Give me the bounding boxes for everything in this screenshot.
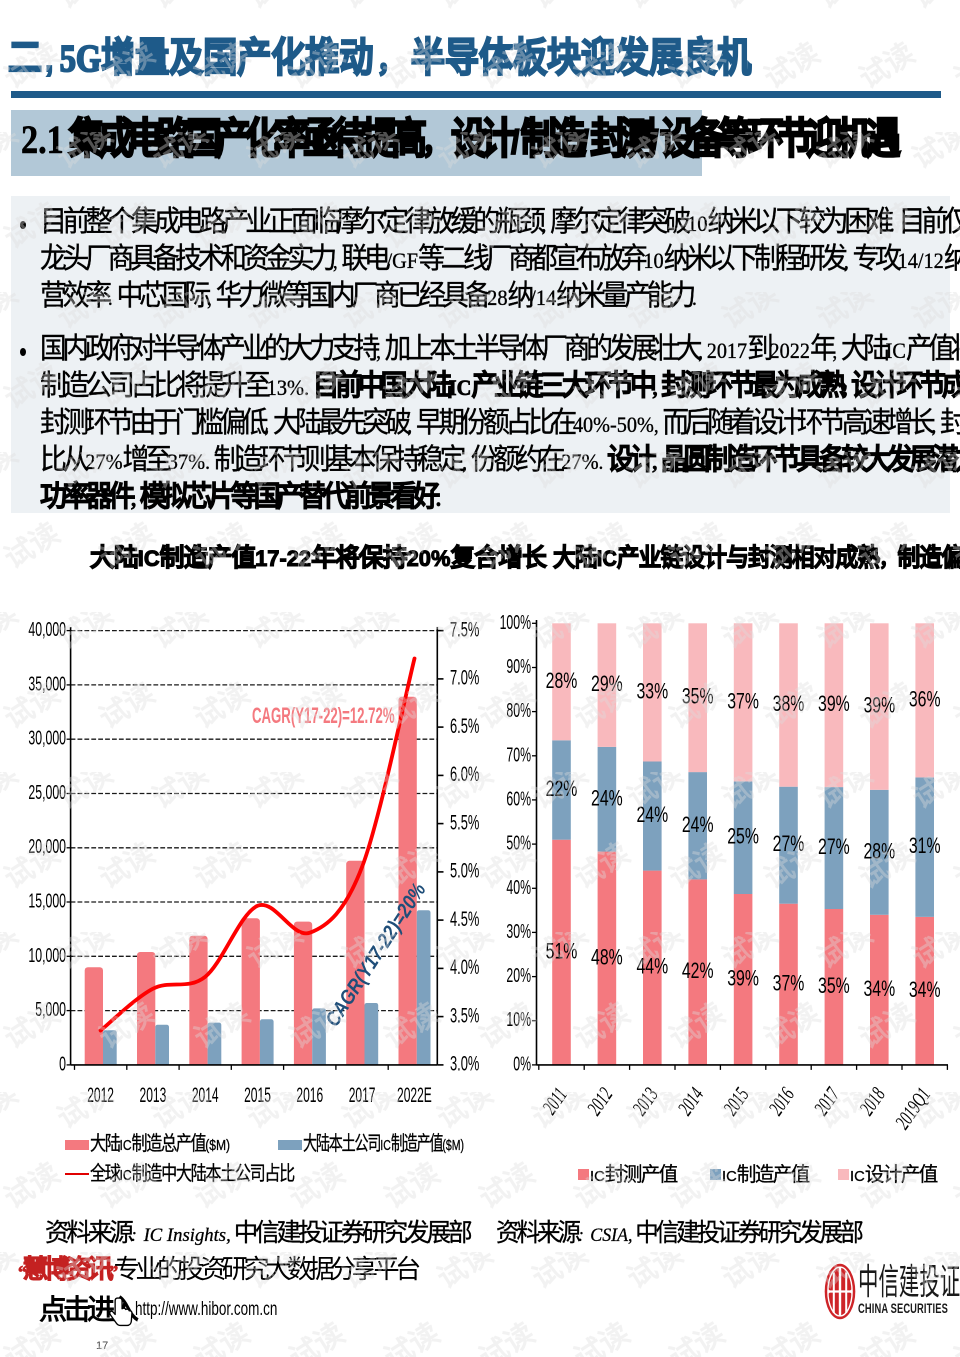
svg-text:33%: 33% bbox=[636, 680, 668, 704]
svg-text:2013: 2013 bbox=[627, 1083, 662, 1119]
svg-text:6.0%: 6.0% bbox=[450, 762, 480, 786]
svg-text:CAGR(Y17-22)=12.72%: CAGR(Y17-22)=12.72% bbox=[252, 704, 395, 728]
svg-text:2019Q1: 2019Q1 bbox=[890, 1083, 935, 1133]
svg-text:5,000: 5,000 bbox=[35, 998, 66, 1021]
svg-text:37%: 37% bbox=[773, 972, 805, 996]
svg-text:3.0%: 3.0% bbox=[450, 1051, 480, 1075]
svg-text:2011: 2011 bbox=[537, 1083, 572, 1118]
svg-text:7.0%: 7.0% bbox=[450, 665, 480, 689]
svg-text:90%: 90% bbox=[506, 655, 531, 678]
svg-text:48%: 48% bbox=[591, 946, 623, 970]
svg-text:4.0%: 4.0% bbox=[450, 955, 480, 979]
svg-text:50%: 50% bbox=[506, 831, 531, 854]
svg-text:10%: 10% bbox=[506, 1008, 531, 1031]
svg-text:3.5%: 3.5% bbox=[450, 1003, 480, 1027]
svg-text:24%: 24% bbox=[682, 813, 714, 837]
svg-text:39%: 39% bbox=[818, 693, 850, 717]
svg-text:60%: 60% bbox=[506, 787, 531, 810]
svg-text:36%: 36% bbox=[909, 688, 941, 712]
svg-text:28%: 28% bbox=[546, 669, 578, 693]
svg-text:25%: 25% bbox=[727, 825, 759, 849]
svg-text:80%: 80% bbox=[506, 699, 531, 722]
svg-text:4.5%: 4.5% bbox=[450, 906, 480, 930]
svg-text:28%: 28% bbox=[863, 840, 895, 864]
svg-text:34%: 34% bbox=[909, 979, 941, 1003]
svg-text:27%: 27% bbox=[773, 833, 805, 857]
svg-text:24%: 24% bbox=[636, 804, 668, 828]
svg-text:24%: 24% bbox=[591, 787, 623, 811]
svg-text:2012: 2012 bbox=[582, 1083, 617, 1119]
svg-text:35%: 35% bbox=[818, 975, 850, 999]
svg-text:2015: 2015 bbox=[718, 1083, 753, 1119]
svg-text:39%: 39% bbox=[727, 967, 759, 991]
svg-text:44%: 44% bbox=[636, 955, 668, 979]
svg-text:10,000: 10,000 bbox=[28, 944, 66, 967]
svg-text:39%: 39% bbox=[863, 694, 895, 718]
svg-text:29%: 29% bbox=[591, 673, 623, 697]
svg-text:35,000: 35,000 bbox=[28, 672, 66, 695]
svg-text:42%: 42% bbox=[682, 960, 714, 984]
svg-text:30,000: 30,000 bbox=[28, 727, 66, 750]
svg-text:2015: 2015 bbox=[244, 1082, 271, 1107]
svg-text:2016: 2016 bbox=[296, 1082, 323, 1107]
svg-text:38%: 38% bbox=[773, 693, 805, 717]
svg-text:51%: 51% bbox=[546, 940, 578, 964]
svg-text:37%: 37% bbox=[727, 690, 759, 714]
svg-text:7.5%: 7.5% bbox=[450, 617, 480, 641]
svg-text:2017: 2017 bbox=[349, 1082, 376, 1107]
svg-text:40,000: 40,000 bbox=[28, 618, 66, 641]
svg-text:34%: 34% bbox=[863, 977, 895, 1001]
svg-text:2016: 2016 bbox=[764, 1083, 799, 1119]
svg-text:2014: 2014 bbox=[673, 1083, 708, 1119]
svg-text:35%: 35% bbox=[682, 685, 714, 709]
svg-text:2022E: 2022E bbox=[397, 1082, 432, 1107]
svg-text:100%: 100% bbox=[500, 611, 531, 634]
svg-text:5.0%: 5.0% bbox=[450, 858, 480, 882]
svg-text:25,000: 25,000 bbox=[28, 781, 66, 804]
svg-text:2018: 2018 bbox=[854, 1083, 889, 1119]
svg-text:5.5%: 5.5% bbox=[450, 810, 480, 834]
svg-text:2012: 2012 bbox=[87, 1082, 114, 1107]
svg-text:2013: 2013 bbox=[140, 1082, 167, 1107]
svg-text:0%: 0% bbox=[513, 1052, 531, 1075]
svg-text:20%: 20% bbox=[506, 964, 531, 987]
svg-text:31%: 31% bbox=[909, 835, 941, 859]
svg-text:40%: 40% bbox=[506, 876, 531, 899]
svg-text:2014: 2014 bbox=[192, 1082, 219, 1107]
svg-text:30%: 30% bbox=[506, 920, 531, 943]
svg-text:6.5%: 6.5% bbox=[450, 713, 480, 737]
svg-text:20,000: 20,000 bbox=[28, 835, 66, 858]
svg-text:0: 0 bbox=[59, 1052, 66, 1075]
svg-text:2017: 2017 bbox=[809, 1082, 845, 1119]
svg-text:70%: 70% bbox=[506, 743, 531, 766]
svg-text:27%: 27% bbox=[818, 836, 850, 860]
svg-text:15,000: 15,000 bbox=[28, 889, 66, 912]
svg-text:22%: 22% bbox=[546, 778, 578, 802]
